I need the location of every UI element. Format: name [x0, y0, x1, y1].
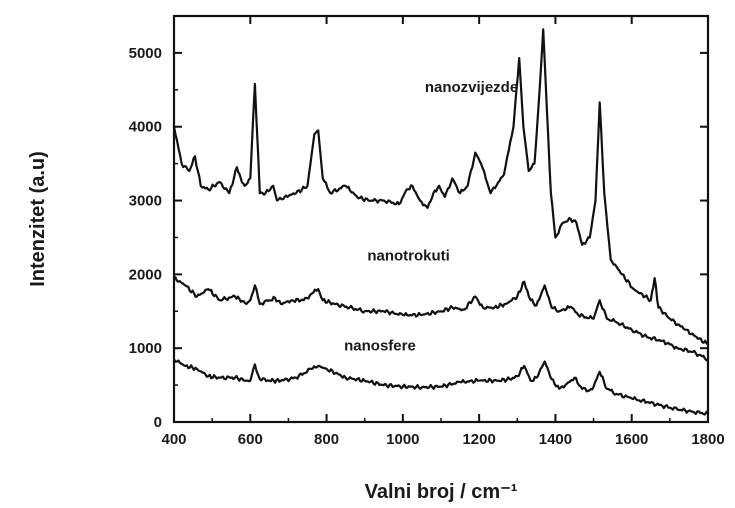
x-tick-label: 600 [238, 431, 263, 448]
y-tick-labels: 0 1000 2000 3000 4000 5000 [129, 45, 162, 431]
y-tick-label: 4000 [129, 119, 162, 136]
x-tick-label: 1200 [462, 431, 495, 448]
y-tick-label: 2000 [129, 266, 162, 283]
y-tick-label: 0 [154, 414, 162, 431]
y-tick-label: 3000 [129, 193, 162, 210]
series-labels: nanozvijezde nanotrokuti nanosfere [344, 79, 518, 354]
x-tick-label: 1000 [386, 431, 419, 448]
y-axis-title: Intenzitet (a.u) [27, 151, 49, 287]
y-tick-label: 5000 [129, 45, 162, 62]
plot-frame [172, 14, 710, 424]
x-tick-label: 400 [161, 431, 186, 448]
series-label: nanosfere [344, 337, 416, 354]
x-tick-label: 1800 [691, 431, 724, 448]
series-line-nanotrokuti [173, 276, 709, 362]
spectrum-traces [172, 28, 709, 416]
x-axis-title: Valni broj / cm⁻¹ [365, 481, 518, 503]
y-tick-label: 1000 [129, 340, 162, 357]
series-line-nanosfere [173, 358, 709, 416]
x-tick-label: 1400 [539, 431, 572, 448]
series-label: nanotrokuti [367, 247, 450, 264]
x-tick-labels: 400 600 800 1000 1200 1400 1600 1800 [161, 431, 724, 448]
axis-ticks [173, 16, 709, 423]
series-label: nanozvijezde [425, 79, 518, 96]
series-line-nanozvijezde [172, 28, 709, 346]
x-tick-label: 1600 [615, 431, 648, 448]
x-tick-label: 800 [314, 431, 339, 448]
